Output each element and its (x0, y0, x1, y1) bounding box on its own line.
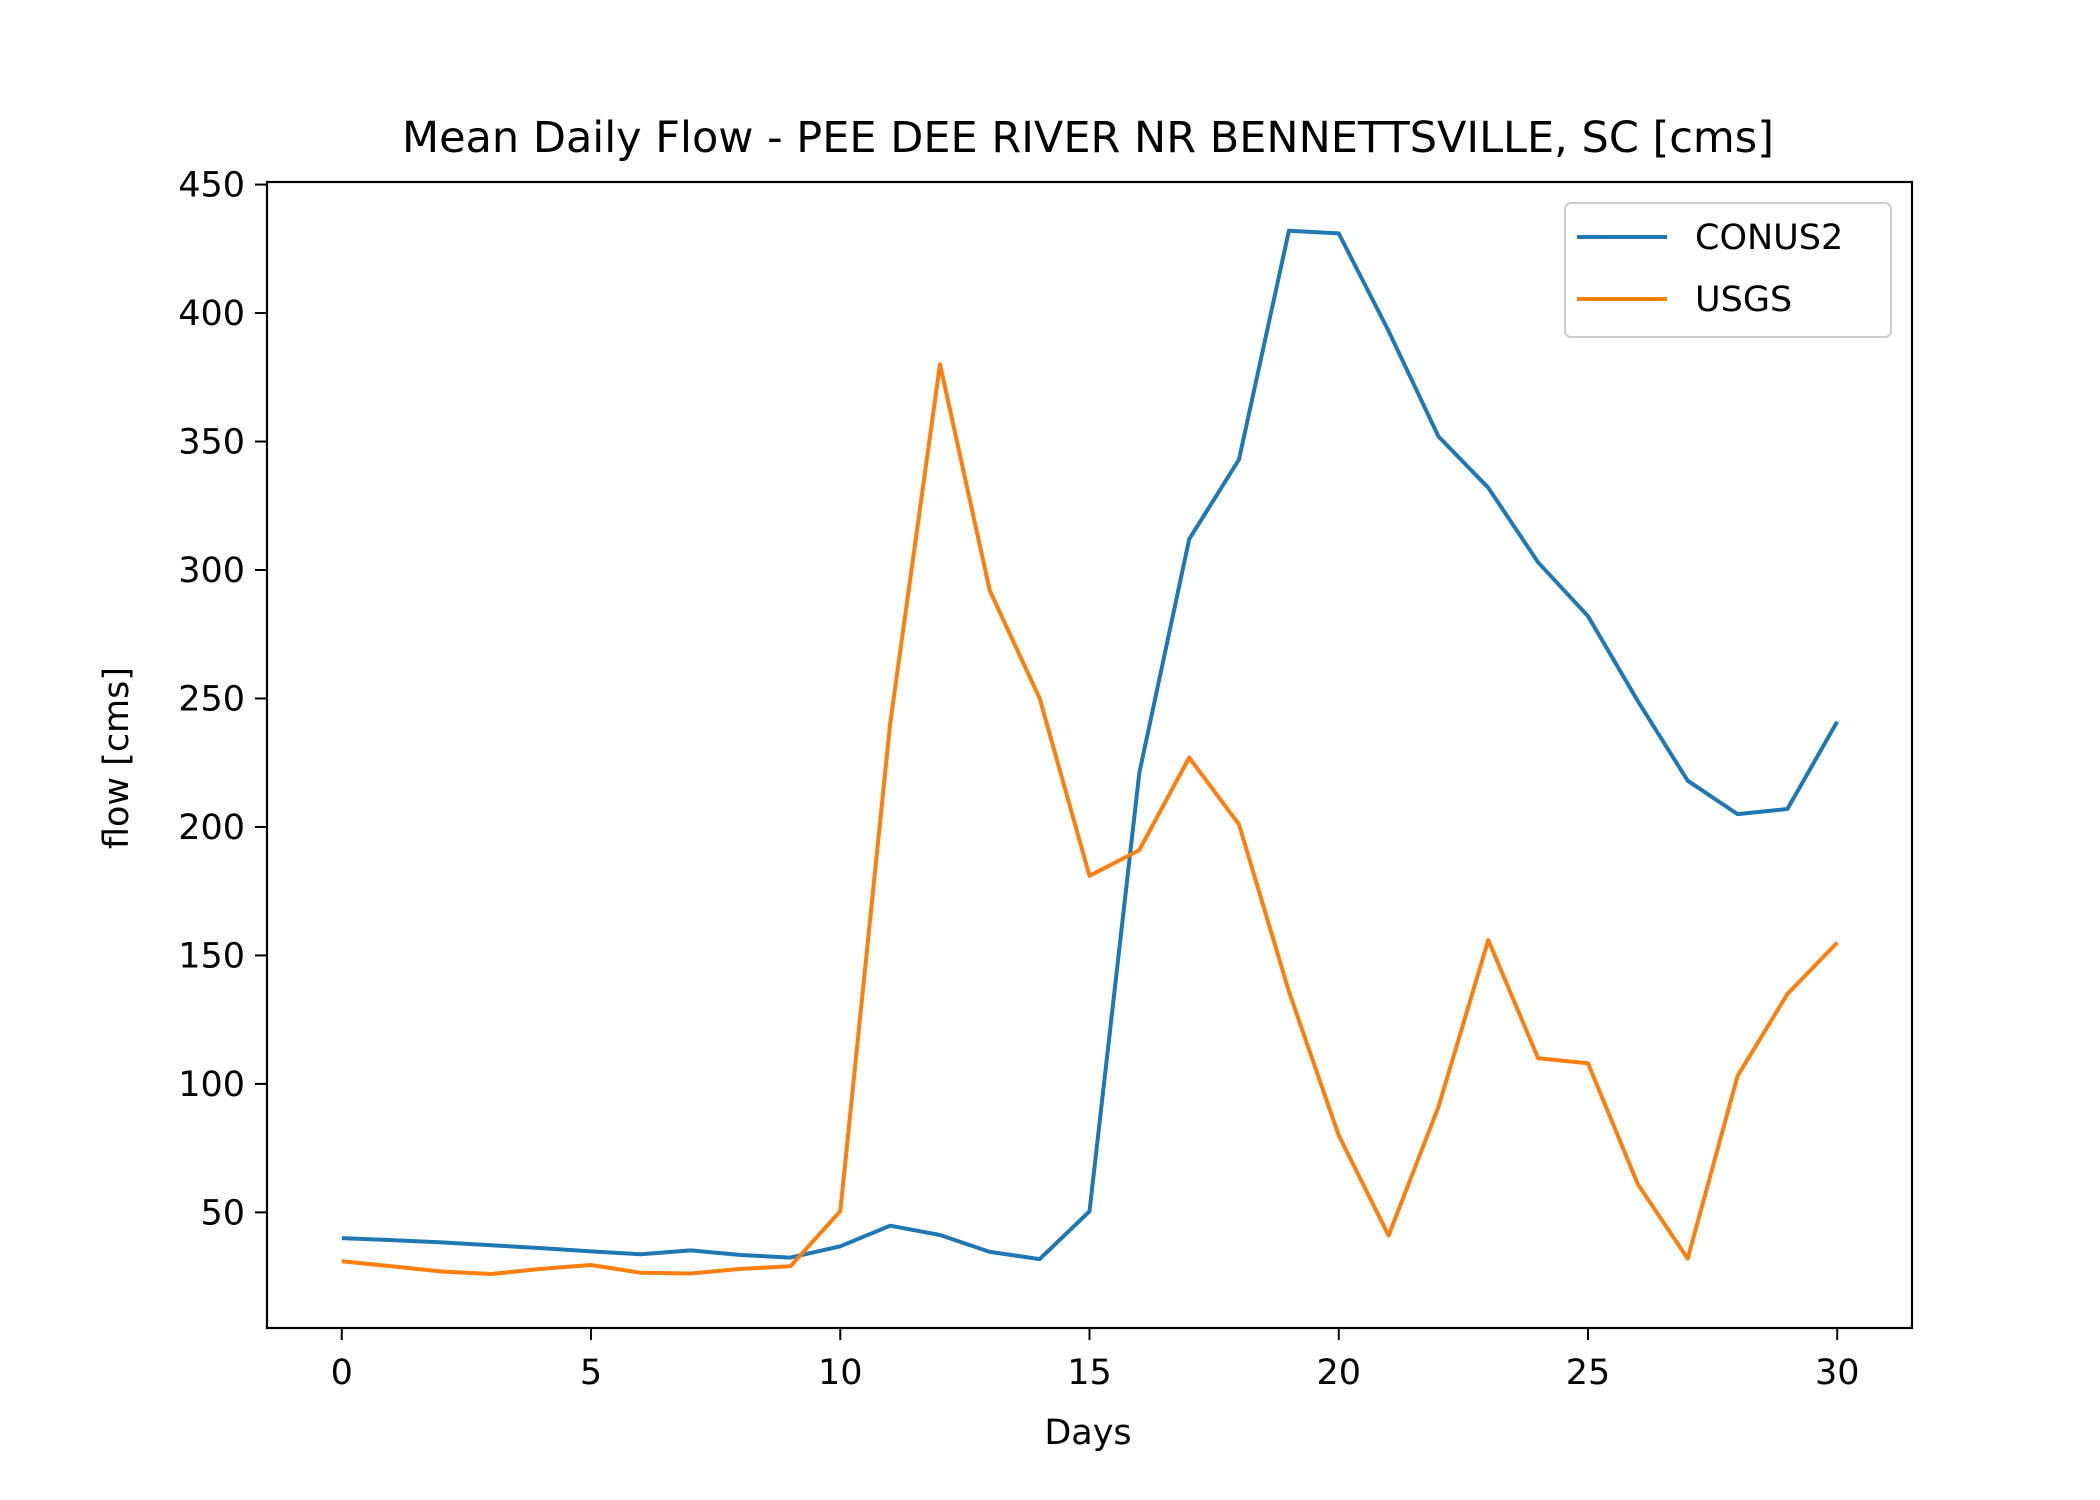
x-tick-label: 0 (331, 1353, 353, 1393)
y-axis-label: flow [cms] (97, 667, 137, 849)
x-tick-label: 25 (1566, 1353, 1611, 1393)
x-tick-label: 15 (1067, 1353, 1112, 1393)
series-line-usgs (341, 362, 1839, 1276)
x-axis-label: Days (1044, 1413, 1131, 1453)
x-tick-label: 30 (1815, 1353, 1860, 1393)
y-tick-label: 400 (178, 294, 245, 334)
y-tick-label: 450 (178, 166, 245, 206)
y-axis: 50 100 150 200 250 300 350 400 450 (178, 166, 267, 1233)
y-tick-label: 300 (178, 551, 245, 591)
x-axis: 0 5 10 15 20 25 30 (331, 1328, 1860, 1393)
series-line-conus2 (341, 228, 1839, 1262)
y-tick-label: 350 (178, 423, 245, 463)
legend: CONUS2 USGS (1564, 202, 1892, 338)
y-tick-label: 150 (178, 936, 245, 976)
y-tick-label: 200 (178, 808, 245, 848)
y-tick-label: 50 (200, 1193, 245, 1233)
y-tick-label: 100 (178, 1065, 245, 1105)
legend-label-usgs: USGS (1695, 280, 1792, 320)
x-tick-label: 10 (818, 1353, 863, 1393)
x-tick-label: 20 (1316, 1353, 1361, 1393)
chart-title: Mean Daily Flow - PEE DEE RIVER NR BENNE… (402, 113, 1774, 163)
legend-label-conus2: CONUS2 (1695, 218, 1843, 258)
x-tick-label: 5 (580, 1353, 602, 1393)
y-tick-label: 250 (178, 679, 245, 719)
